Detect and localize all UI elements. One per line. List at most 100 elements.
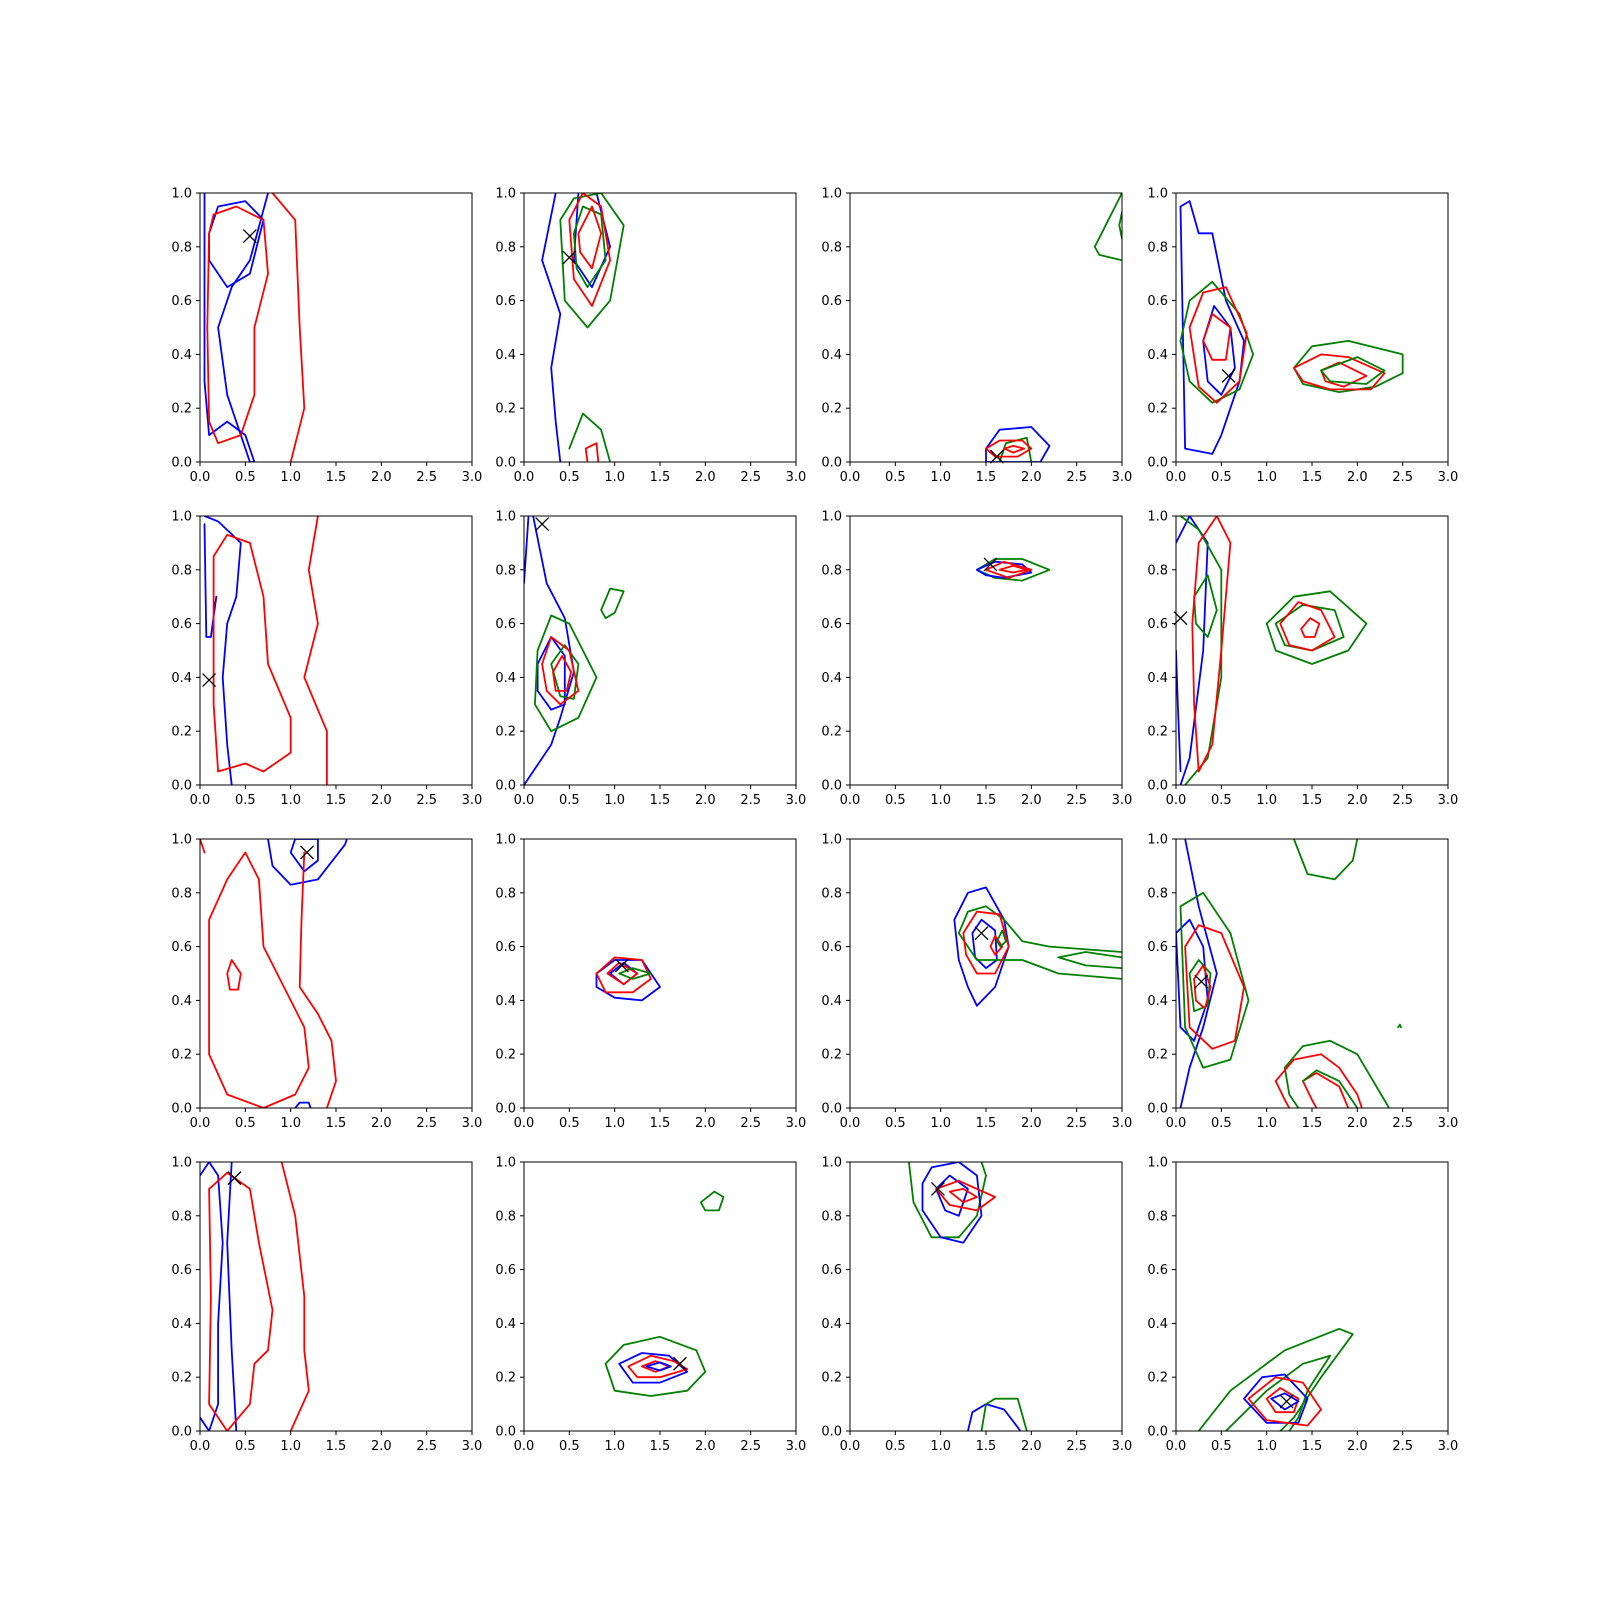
x-tick-label: 1.0 <box>930 1116 951 1131</box>
y-tick-label: 0.0 <box>495 779 516 794</box>
y-tick-label: 0.4 <box>1147 671 1168 686</box>
y-tick-label: 0.0 <box>171 1102 192 1117</box>
y-tick-label: 0.4 <box>821 1317 842 1332</box>
x-tick-label: 0.0 <box>840 470 861 485</box>
x-tick-label: 3.0 <box>1112 1439 1133 1454</box>
y-tick-label: 0.4 <box>821 994 842 1009</box>
y-tick-label: 0.4 <box>495 348 516 363</box>
x-tick-label: 1.5 <box>1302 1439 1323 1454</box>
x-tick-label: 2.0 <box>371 470 392 485</box>
x-tick-label: 3.0 <box>786 793 807 808</box>
contour-lines <box>1176 516 1368 785</box>
subplot-2-3: 0.0 0.5 1.0 1.5 2.0 2.5 3.0 0.0 0.2 0.4 0.6 0.8 1.0 <box>821 510 1132 809</box>
y-tick-label: 0.4 <box>821 671 842 686</box>
y-tick-label: 0.6 <box>1147 940 1168 955</box>
subplot-3-1: 0.0 0.5 1.0 1.5 2.0 2.5 3.0 0.0 0.2 0.4 0.6 0.8 1.0 <box>171 833 482 1132</box>
y-tick-label: 0.2 <box>495 725 516 740</box>
x-tick-label: 1.5 <box>976 1439 997 1454</box>
green-contour <box>908 1162 987 1239</box>
x-tick-label: 2.5 <box>740 470 761 485</box>
x-tick-label: 1.0 <box>280 1439 301 1454</box>
red-contour <box>1300 617 1321 638</box>
red-contour <box>962 910 1010 975</box>
x-tick-label: 0.0 <box>1166 1116 1187 1131</box>
blue-contour <box>1202 305 1236 396</box>
green-contour <box>957 905 1122 953</box>
y-tick-label: 1.0 <box>171 833 192 848</box>
x-tick-label: 0.0 <box>1166 793 1187 808</box>
x-marker <box>300 845 314 860</box>
green-contour <box>996 929 1007 948</box>
y-tick-label: 1.0 <box>495 187 516 202</box>
x-tick-label: 1.0 <box>280 1116 301 1131</box>
y-tick-label: 0.2 <box>1147 402 1168 417</box>
red-contour <box>552 655 572 692</box>
y-tick-label: 0.4 <box>495 994 516 1009</box>
subplot-3-3: 0.0 0.5 1.0 1.5 2.0 2.5 3.0 0.0 0.2 0.4 0.6 0.8 1.0 <box>821 833 1132 1132</box>
y-tick-label: 0.8 <box>171 240 192 255</box>
x-tick-label: 0.0 <box>190 470 211 485</box>
x-tick-label: 3.0 <box>1438 1439 1459 1454</box>
blue-contour <box>203 516 242 785</box>
red-contour <box>1247 1376 1322 1427</box>
x-tick-label: 0.0 <box>1166 470 1187 485</box>
x-marker <box>974 926 989 941</box>
y-tick-label: 0.4 <box>171 994 192 1009</box>
x-tick-label: 1.5 <box>326 470 347 485</box>
y-tick-label: 0.0 <box>171 456 192 471</box>
y-tick-label: 0.4 <box>821 348 842 363</box>
y-tick-label: 1.0 <box>821 510 842 525</box>
x-tick-label: 0.0 <box>514 1439 535 1454</box>
x-tick-label: 0.5 <box>559 1116 580 1131</box>
y-tick-label: 0.4 <box>171 348 192 363</box>
contour-lines <box>1179 200 1404 455</box>
y-tick-label: 0.8 <box>1147 886 1168 901</box>
x-tick-label: 0.0 <box>514 470 535 485</box>
green-contour <box>618 967 652 980</box>
x-tick-label: 1.5 <box>1302 470 1323 485</box>
red-contour <box>1191 516 1232 773</box>
x-tick-label: 3.0 <box>462 470 483 485</box>
x-tick-label: 0.5 <box>885 1439 906 1454</box>
red-contour <box>271 193 306 462</box>
x-tick-label: 0.0 <box>840 793 861 808</box>
x-tick-label: 3.0 <box>1112 1116 1133 1131</box>
green-contour <box>1274 603 1345 652</box>
y-tick-label: 0.0 <box>821 1102 842 1117</box>
x-tick-label: 0.5 <box>1211 793 1232 808</box>
x-marker <box>1279 1394 1294 1409</box>
red-contour <box>1193 964 1212 1010</box>
green-contour <box>980 1397 1028 1431</box>
x-tick-label: 1.5 <box>976 1116 997 1131</box>
x-tick-label: 1.5 <box>650 1116 671 1131</box>
x-tick-label: 1.0 <box>1256 793 1277 808</box>
y-tick-label: 1.0 <box>821 1156 842 1171</box>
x-tick-label: 1.0 <box>280 470 301 485</box>
y-tick-label: 0.8 <box>495 563 516 578</box>
y-tick-label: 0.0 <box>1147 779 1168 794</box>
x-tick-label: 3.0 <box>786 1439 807 1454</box>
x-tick-label: 2.0 <box>1347 793 1368 808</box>
subplot-1-3: 0.0 0.5 1.0 1.5 2.0 2.5 3.0 0.0 0.2 0.4 0.6 0.8 1.0 <box>821 187 1132 486</box>
red-contour <box>303 516 328 785</box>
red-contour <box>948 1188 978 1204</box>
blue-contour <box>294 1101 312 1108</box>
y-tick-label: 0.6 <box>821 940 842 955</box>
y-tick-label: 1.0 <box>821 187 842 202</box>
x-tick-label: 0.5 <box>559 470 580 485</box>
red-contour <box>577 205 602 270</box>
blue-contour <box>985 426 1051 462</box>
x-tick-label: 0.5 <box>235 1439 256 1454</box>
x-tick-label: 0.0 <box>840 1116 861 1131</box>
y-tick-label: 0.2 <box>821 1048 842 1063</box>
x-marker <box>1194 974 1209 989</box>
x-tick-label: 1.0 <box>604 1439 625 1454</box>
blue-contour <box>208 200 265 288</box>
green-contour <box>699 1190 725 1212</box>
red-contour <box>584 442 600 462</box>
blue-contour <box>541 193 562 462</box>
x-tick-label: 1.5 <box>976 470 997 485</box>
x-tick-label: 0.0 <box>1166 1439 1187 1454</box>
x-tick-label: 2.5 <box>740 1439 761 1454</box>
y-tick-label: 0.4 <box>1147 348 1168 363</box>
